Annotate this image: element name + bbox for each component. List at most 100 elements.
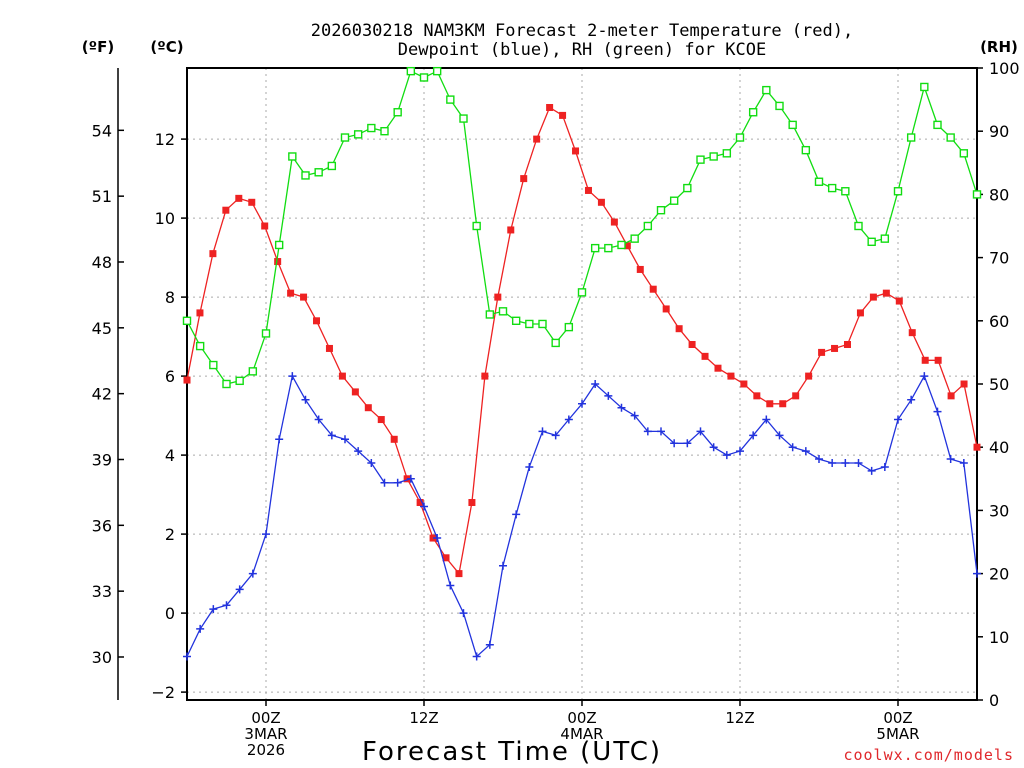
dewpoint-point [433, 534, 442, 543]
temperature-point [300, 293, 308, 301]
dewpoint-point [262, 530, 270, 539]
rh-point [274, 240, 284, 250]
rh-point [432, 66, 442, 76]
x-tick-label: 00Z [251, 709, 280, 727]
data-series [182, 66, 982, 661]
rh-point [248, 367, 258, 376]
temperature-point [908, 329, 916, 337]
dewpoint-point [472, 652, 481, 661]
dewpoint-point [485, 640, 494, 649]
rh-point [182, 316, 192, 325]
temperature-point [895, 297, 903, 305]
rh-point [538, 319, 547, 329]
dewpoint-point [959, 459, 968, 467]
temperature-point [183, 376, 191, 384]
temperature-point [649, 285, 657, 293]
dewpoint-point [815, 455, 823, 464]
temperature-point [623, 242, 631, 250]
temperature-point [494, 293, 502, 301]
dewpoint-point [393, 478, 402, 487]
temperature-point [675, 325, 683, 333]
chart-title-line-2: Dewpoint (blue), RH (green) for KCOE [398, 40, 766, 60]
c-tick-label: 0 [165, 604, 175, 623]
plot-axes: −2 0 2 4 6 8 10 12 0 10 20 30 40 50 60 70 80 90 100 [151, 59, 1019, 710]
temperature-point [921, 356, 929, 364]
temperature-point [818, 348, 826, 356]
celsius-axis-label: (ºC) [150, 38, 183, 56]
x-tick-label: 4MAR [560, 725, 603, 743]
dewpoint-point [736, 447, 744, 456]
temperature-point [559, 111, 567, 119]
dewpoint-point [867, 466, 876, 475]
temperature-point [313, 317, 321, 325]
chart-title-line-1: 2026030218 NAM3KM Forecast 2-meter Tempe… [311, 21, 853, 41]
dewpoint-point [222, 601, 231, 610]
dewpoint-point [446, 581, 455, 590]
dewpoint-point [722, 451, 731, 460]
f-tick-label: 42 [92, 385, 112, 404]
rh-tick-label: 0 [989, 691, 999, 710]
dewpoint-point [880, 462, 889, 471]
rh-point [340, 133, 350, 142]
dewpoint-point [380, 478, 389, 487]
rh-point [367, 123, 376, 133]
dewpoint-point [617, 403, 626, 412]
rh-tick-label: 20 [989, 565, 1009, 584]
dewpoint-point [367, 459, 376, 467]
temperature-point [831, 344, 839, 352]
temperature-point [740, 380, 748, 388]
temperature-point [455, 570, 463, 578]
rh-tick-label: 80 [989, 185, 1009, 204]
f-tick-label: 51 [92, 187, 112, 206]
temperature-point [882, 289, 890, 297]
rh-point [327, 161, 337, 171]
dewpoint-point [604, 391, 613, 400]
dewpoint-point [894, 415, 902, 424]
series-relative-humidity [182, 66, 982, 389]
temperature-point [584, 186, 592, 194]
rh-axis-label: (RH) [980, 38, 1018, 56]
c-tick-label: −2 [151, 683, 175, 702]
rh-point [551, 338, 560, 348]
rh-point [735, 133, 745, 142]
rh-point [880, 234, 890, 243]
dewpoint-point [314, 415, 323, 424]
dewpoint-point [499, 561, 507, 570]
dewpoint-point [235, 585, 244, 594]
temperature-point [248, 198, 256, 206]
x-tick-label: 5MAR [876, 725, 919, 743]
rh-point [669, 196, 679, 205]
fahrenheit-axis: 30 33 36 39 42 45 48 51 54 [92, 68, 124, 700]
dewpoint-point [525, 462, 534, 471]
temperature-point [287, 289, 295, 297]
rh-point [617, 240, 626, 250]
rh-point [748, 108, 758, 117]
rh-point [209, 360, 218, 370]
temperature-point [597, 198, 605, 206]
rh-point [604, 243, 613, 253]
dewpoint-point [775, 431, 784, 440]
dewpoint-point [841, 459, 850, 467]
temperature-point [351, 388, 359, 396]
rh-point [762, 85, 771, 95]
dewpoint-point [301, 395, 310, 404]
dewpoint-point [801, 447, 810, 456]
rh-tick-label: 10 [989, 628, 1009, 647]
c-tick-label: 10 [155, 209, 175, 228]
rh-point [841, 187, 850, 196]
temperature-point [325, 344, 333, 352]
gridlines [187, 68, 977, 700]
rh-tick-label: 60 [989, 312, 1009, 331]
f-tick-label: 36 [92, 516, 112, 535]
temperature-point [662, 305, 670, 313]
temperature-point [766, 400, 774, 408]
temperature-point [533, 135, 541, 143]
x-tick-label: 00Z [567, 709, 596, 727]
dewpoint-point [709, 443, 718, 452]
f-tick-label: 45 [92, 319, 112, 338]
temperature-point [610, 218, 618, 226]
x-tick-label: 12Z [409, 709, 438, 727]
rh-point [590, 243, 600, 253]
dewpoint-point [512, 510, 521, 519]
